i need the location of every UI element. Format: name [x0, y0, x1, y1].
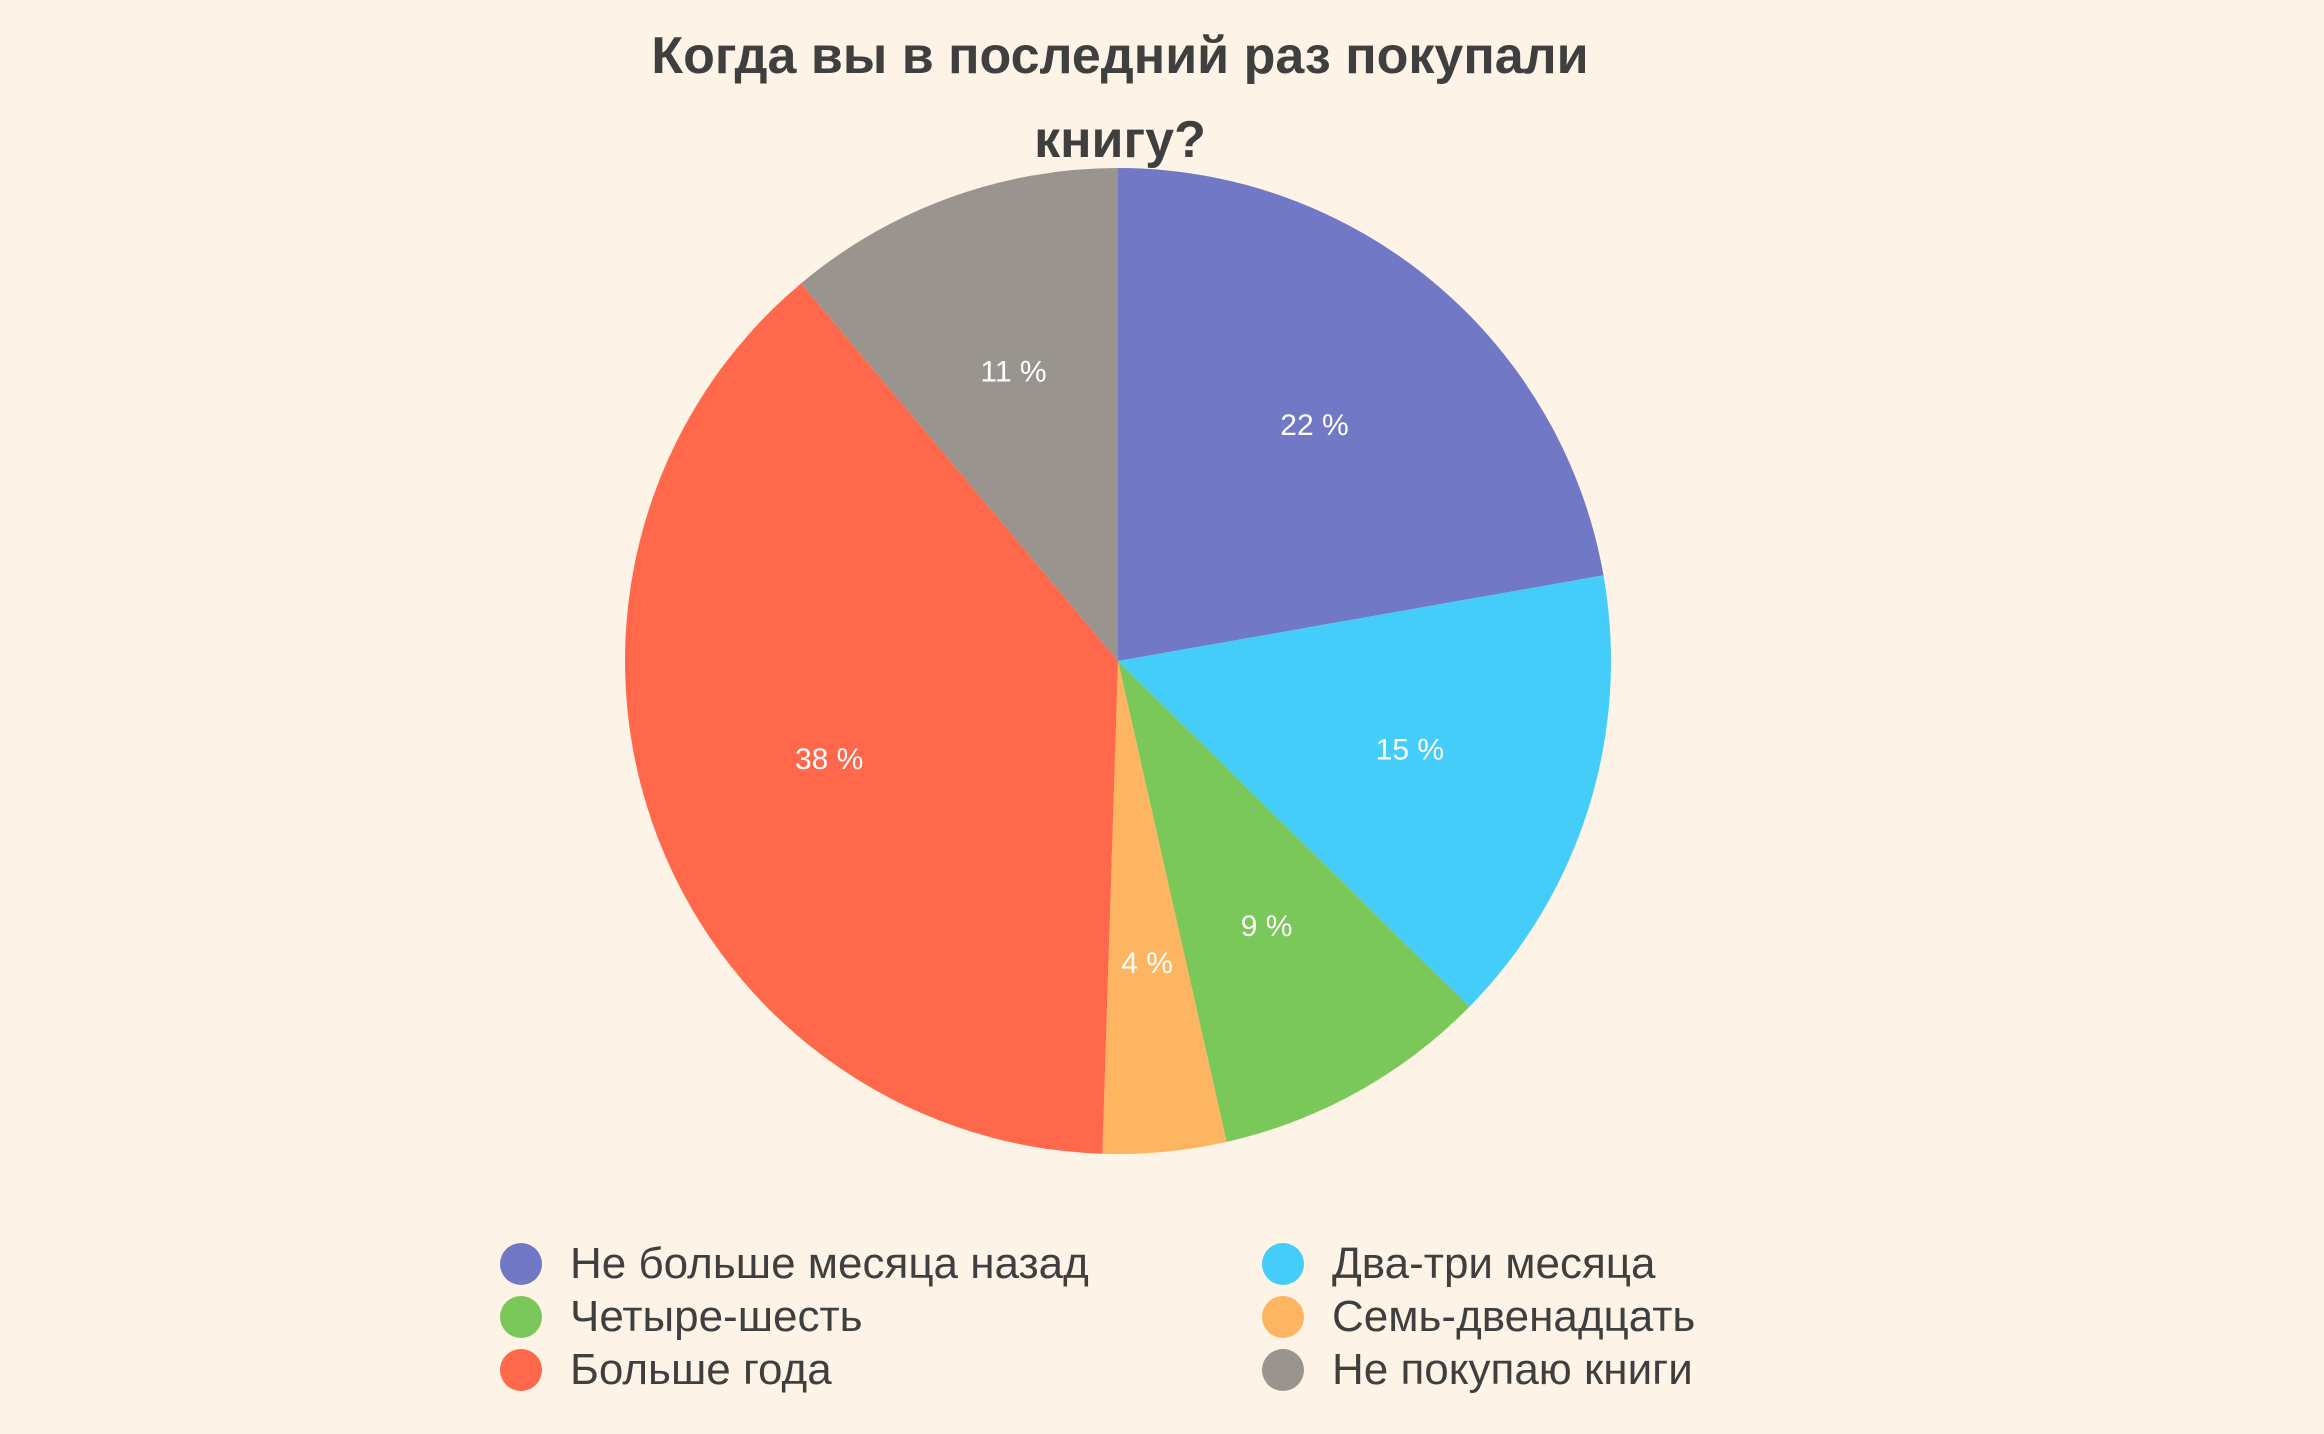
pie-slice-3 [1118, 661, 1470, 1142]
legend-label: Семь-двенадцать [1332, 1292, 1696, 1341]
legend-swatch [500, 1296, 542, 1338]
pie-slices [624, 168, 1611, 1155]
legend-label: Не больше месяца назад [570, 1239, 1089, 1288]
legend-item-dont-buy-books: Не покупаю книги [1262, 1344, 1693, 1396]
legend-swatch [500, 1349, 542, 1391]
legend-label: Не покупаю книги [1332, 1345, 1693, 1394]
chart-title: Когда вы в последний раз покупали книгу? [0, 14, 2240, 182]
legend-swatch [1262, 1243, 1304, 1285]
slice-label-5: 38 % [795, 743, 863, 776]
legend-label: Четыре-шесть [570, 1292, 863, 1341]
pie-slice-5 [624, 283, 1118, 1154]
legend-swatch [1262, 1296, 1304, 1338]
pie-slice-6 [801, 168, 1118, 661]
pie-slice-4 [1102, 661, 1227, 1155]
slice-label-1: 22 % [1280, 409, 1348, 442]
slice-label-3: 9 % [1241, 910, 1293, 943]
legend-swatch [500, 1243, 542, 1285]
pie-slice-2 [1118, 575, 1611, 1007]
pie-slice-1 [1118, 168, 1604, 661]
legend-item-not-more-than-month: Не больше месяца назад [500, 1238, 1089, 1290]
legend-item-seven-twelve: Семь-двенадцать [1262, 1291, 1695, 1343]
legend: Не больше месяца назад Два-три месяца Че… [500, 1238, 1800, 1408]
legend-label: Два-три месяца [1332, 1239, 1656, 1288]
chart-title-line-2: книгу? [1034, 111, 1206, 169]
legend-label: Больше года [570, 1345, 832, 1394]
slice-label-2: 15 % [1376, 734, 1444, 767]
legend-item-four-six: Четыре-шесть [500, 1291, 863, 1343]
legend-item-two-three-months: Два-три месяца [1262, 1238, 1655, 1290]
legend-swatch [1262, 1349, 1304, 1391]
chart-title-line-1: Когда вы в последний раз покупали [651, 27, 1589, 85]
legend-item-more-than-year: Больше года [500, 1344, 832, 1396]
pie-slice-labels: 22 % 15 % 9 % 4 % 38 % 11 % [795, 356, 1444, 981]
slice-label-6: 11 % [980, 356, 1046, 389]
slice-label-4: 4 % [1121, 947, 1173, 980]
